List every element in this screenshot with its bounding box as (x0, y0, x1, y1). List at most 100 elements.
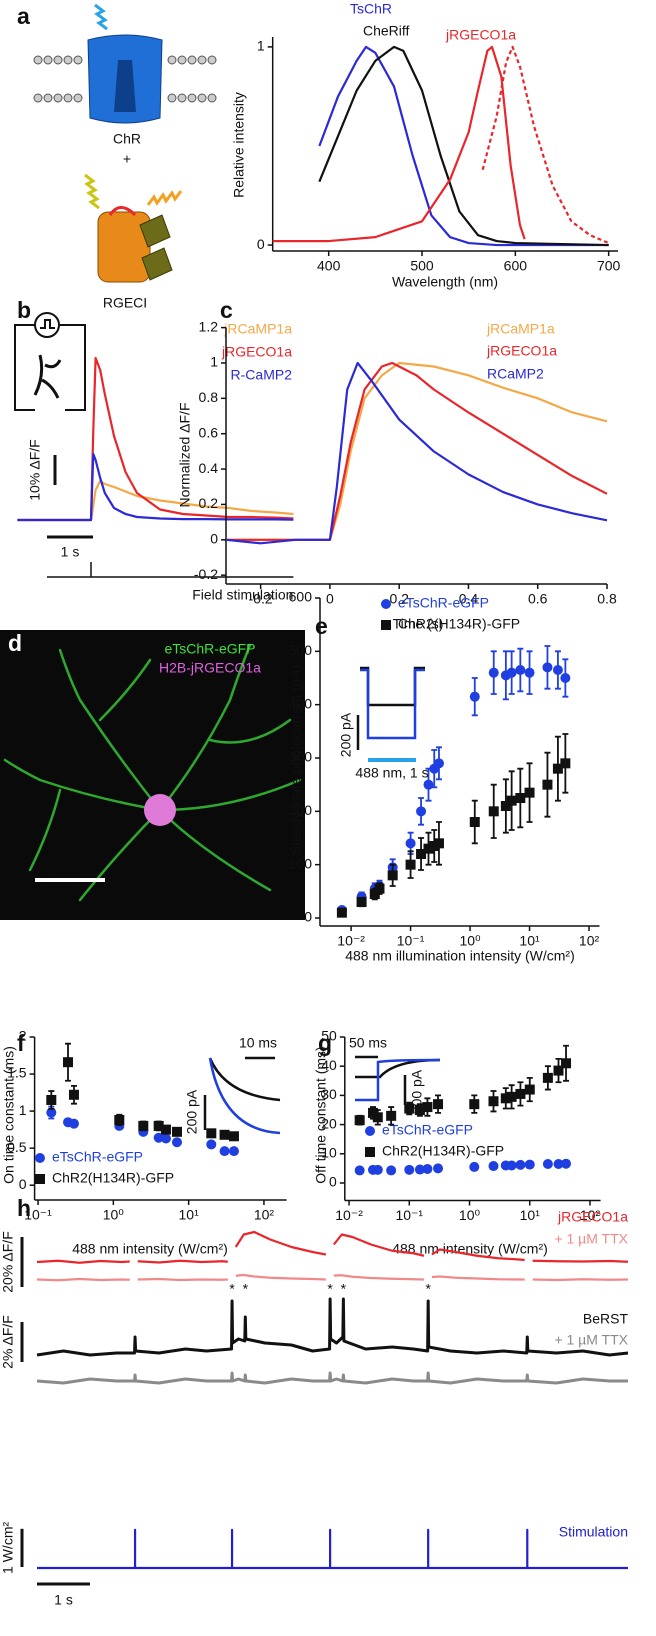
marker (553, 1065, 564, 1076)
marker (524, 1084, 535, 1095)
marker (542, 779, 553, 790)
channel-diagram: ChR + RGECI (33, 3, 217, 311)
x-tick-label: 10⁻² (337, 933, 365, 949)
marker (524, 667, 535, 678)
y-tick-label: 1 (19, 1102, 27, 1118)
marker (416, 806, 427, 817)
series-line (226, 361, 608, 541)
panel-label: d (8, 630, 22, 656)
y-axis-label: Normalized ΔF/F (177, 402, 193, 507)
legend-label: R-CaMP2 (231, 367, 293, 383)
legend-label: jRGECO1a (445, 27, 516, 43)
marker (433, 1163, 444, 1174)
x-tick-label: 700 (597, 258, 621, 274)
marker (422, 1102, 433, 1113)
diagram-label: ChR (113, 131, 141, 147)
y-tick-label: 40 (321, 1057, 337, 1073)
legend-label: + 1 µM TTX (554, 1231, 628, 1247)
x-tick-label: 0 (326, 591, 334, 607)
marker (560, 758, 571, 769)
x-scale-label: 1 s (54, 1592, 73, 1608)
marker (469, 1161, 480, 1172)
marker (46, 1107, 57, 1118)
marker (488, 1096, 499, 1107)
legend-marker (365, 1126, 375, 1136)
y-scale-label: 10% ΔF/F (27, 439, 43, 500)
y-tick-label: 100 (289, 855, 313, 871)
legend-label: eTsChR-eGFP (382, 1122, 473, 1138)
x-tick-label: 500 (410, 258, 434, 274)
legend-marker (381, 620, 391, 630)
y-tick-label: 0 (329, 1174, 337, 1190)
legend-label: jRCaMP1a (223, 321, 292, 337)
x-tick-label: 10⁻² (335, 1207, 363, 1223)
panel-label: c (220, 297, 233, 323)
x-tick-label: 400 (317, 258, 341, 274)
marker (404, 1164, 415, 1175)
marker (356, 897, 367, 907)
legend-label: BeRST (583, 1311, 629, 1327)
marker (506, 1091, 517, 1102)
legend-label: jRCaMP1a (486, 321, 555, 337)
series-line (272, 45, 526, 243)
inset-f: 10 ms 200 pA (184, 1035, 281, 1135)
legend-marker (381, 599, 391, 609)
marker (542, 1159, 553, 1170)
diagram-label: + (123, 151, 131, 167)
y-axis-label: On time constant (ms) (1, 1046, 17, 1184)
series-line (37, 1528, 628, 1570)
marker (552, 763, 563, 774)
series-line (481, 45, 610, 245)
legend-label: CheRiff (363, 23, 410, 39)
y-scale-label: 20% ΔF/F (0, 1231, 16, 1292)
marker (524, 787, 535, 798)
panel-label: g (318, 1030, 332, 1056)
series-line (225, 361, 608, 545)
marker (405, 838, 416, 849)
marker (552, 665, 563, 675)
y-tick-label: 1 (210, 354, 218, 370)
x-tick-label: 10² (580, 1207, 601, 1223)
marker (469, 1099, 480, 1110)
annotation: * (341, 1281, 347, 1297)
inset-label: 50 ms (349, 1035, 387, 1051)
series-line (36, 1230, 629, 1264)
marker (423, 843, 434, 854)
y-axis-label: Steady state photocurrent (pA) (288, 665, 304, 856)
x-tick-label: 10² (254, 1207, 275, 1223)
x-tick-label: 10⁰ (459, 933, 481, 949)
x-tick-label: 600 (504, 258, 528, 274)
legend-marker (35, 1174, 45, 1184)
marker (506, 1160, 517, 1171)
inset-label: 200 pA (409, 1069, 425, 1114)
marker (369, 889, 380, 899)
marker (354, 1165, 365, 1176)
image-label: eTsChR-eGFP (164, 641, 255, 657)
x-axis-label: 488 nm intensity (W/cm²) (392, 1241, 548, 1257)
y-tick-label: 0 (257, 236, 265, 252)
inset-label: 10 ms (239, 1035, 277, 1051)
legend-label: ChR2(H134R)-GFP (398, 616, 520, 632)
inset-label: 200 pA (184, 1089, 200, 1134)
marker (372, 1164, 383, 1175)
marker (387, 870, 398, 881)
y-axis-label: Off time constant (ms) (313, 1046, 329, 1183)
marker (336, 907, 347, 918)
light-arrow (94, 3, 108, 31)
marker (219, 1146, 230, 1157)
marker (561, 1158, 572, 1169)
marker (160, 1124, 171, 1135)
x-tick-label: 10⁰ (459, 1207, 481, 1223)
marker (138, 1120, 149, 1131)
y-tick-label: -0.2 (194, 566, 218, 582)
legend-label: jRGECO1a (557, 1209, 628, 1225)
y-tick-label: 30 (321, 1086, 337, 1102)
annotation: * (243, 1281, 249, 1297)
marker (386, 1110, 397, 1121)
marker (206, 1139, 217, 1150)
legend-label: ChR2(H134R)-GFP (52, 1170, 174, 1186)
marker (422, 1163, 433, 1174)
marker (542, 1072, 553, 1083)
